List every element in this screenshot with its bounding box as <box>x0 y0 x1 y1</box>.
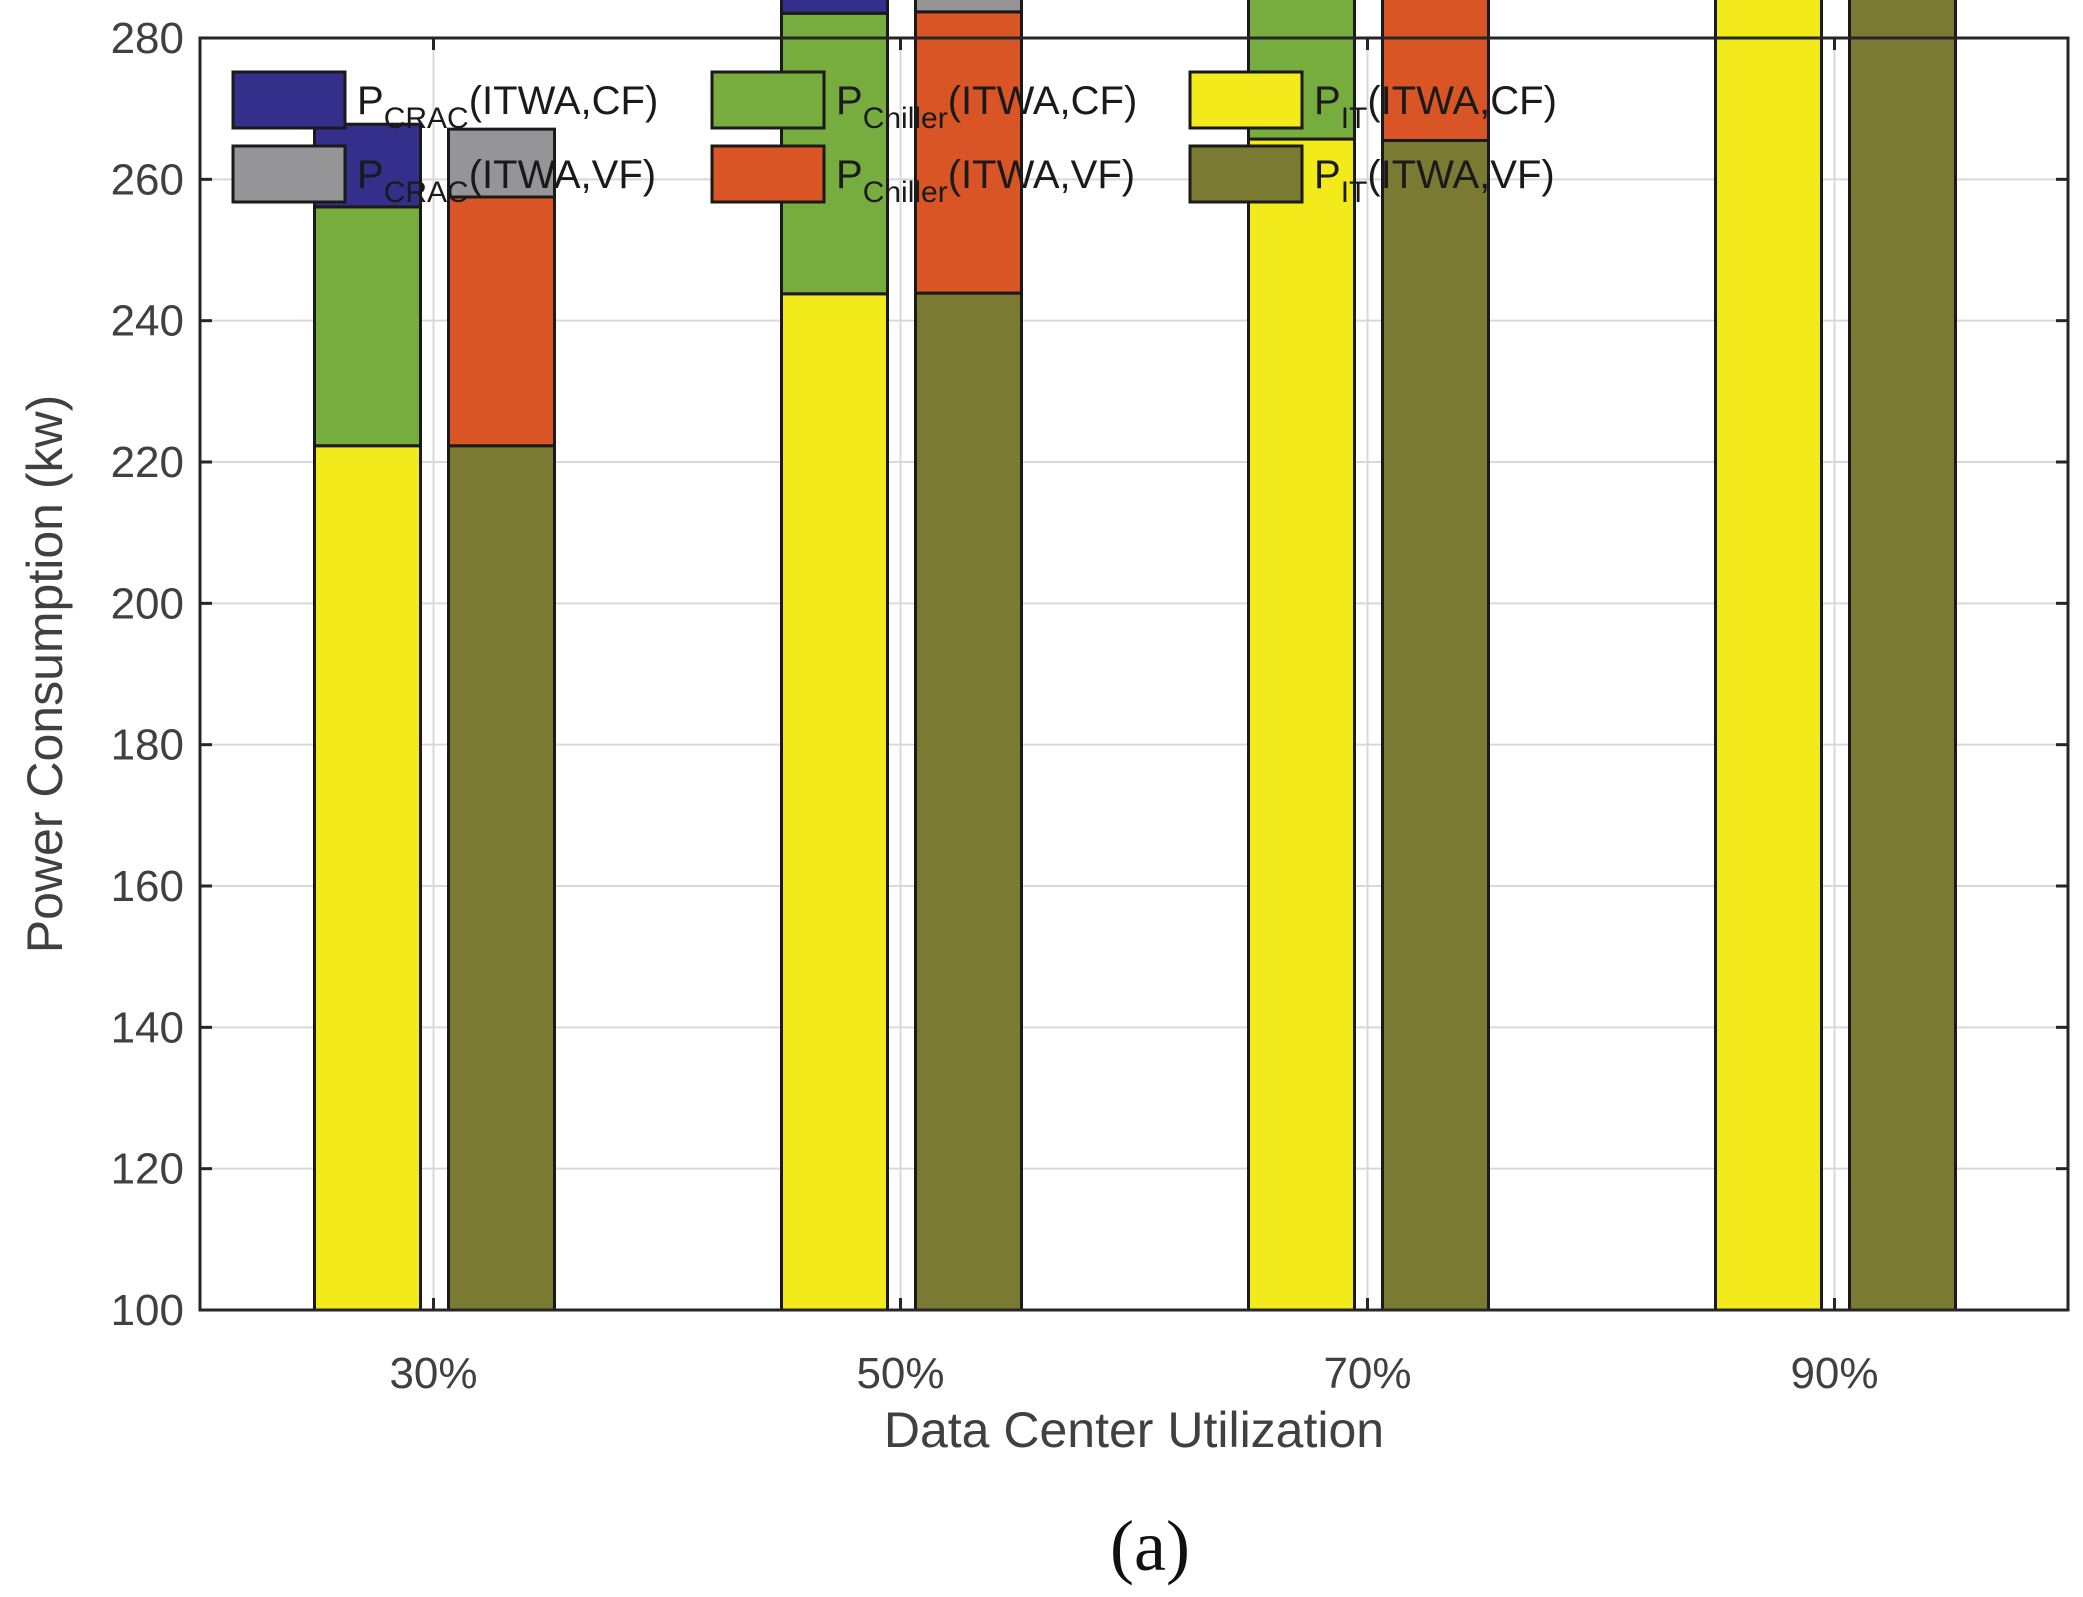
y-axis-title: Power Consumption (kw) <box>17 395 73 954</box>
legend-label: PCRAC(ITWA,VF) <box>357 153 656 209</box>
x-axis-title: Data Center Utilization <box>884 1402 1384 1458</box>
y-tick-label: 220 <box>111 438 184 487</box>
panel-label: (a) <box>1110 1506 1190 1586</box>
bar-segment <box>780 292 889 1312</box>
legend: PCRAC(ITWA,CF) PChiller(ITWA,CF) PIT(ITWA,… <box>231 70 1557 209</box>
bar-segment <box>447 195 556 448</box>
bar-segment <box>780 0 889 15</box>
y-tick-label: 200 <box>111 579 184 628</box>
y-tick-label: 180 <box>111 721 184 770</box>
legend-label: PChiller(ITWA,CF) <box>836 79 1137 135</box>
legend-swatch <box>231 70 347 130</box>
bar-segment <box>914 10 1023 295</box>
legend-swatch <box>231 144 347 204</box>
y-tick-label: 160 <box>111 862 184 911</box>
bar-segment <box>313 444 422 1312</box>
y-tick-label: 140 <box>111 1003 184 1052</box>
bars <box>313 0 1957 1312</box>
y-tick-label: 120 <box>111 1145 184 1194</box>
y-tick-label: 260 <box>111 155 184 204</box>
bar-segment <box>1714 0 1823 1312</box>
legend-swatch <box>1188 70 1304 130</box>
legend-label: PIT(ITWA,CF) <box>1314 79 1557 135</box>
plot-frame <box>198 36 2070 1312</box>
legend-label: PCRAC(ITWA,CF) <box>357 79 658 135</box>
y-tick-label: 100 <box>111 1286 184 1335</box>
bar-segment <box>313 205 422 448</box>
legend-label: PIT(ITWA,VF) <box>1314 153 1555 209</box>
bar-segment <box>447 127 556 199</box>
x-tick-label: 70% <box>1323 1349 1411 1398</box>
bar-segment <box>1247 137 1356 1312</box>
axis-ticks: 100 120 140 160 180 200 220 240 260 280 30% 50% 70% 9… <box>111 14 2068 1398</box>
legend-swatch <box>1188 144 1304 204</box>
legend-swatch <box>710 70 826 130</box>
legend-label: PChiller(ITWA,VF) <box>836 153 1135 209</box>
legend-swatch <box>710 144 826 204</box>
x-tick-label: 30% <box>389 1349 477 1398</box>
bar-segment <box>447 444 556 1312</box>
x-tick-label: 50% <box>856 1349 944 1398</box>
y-tick-label: 240 <box>111 297 184 346</box>
y-tick-label: 280 <box>111 14 184 63</box>
x-tick-label: 90% <box>1790 1349 1878 1398</box>
bar-segment <box>914 291 1023 1312</box>
bar-segment <box>1381 0 1490 142</box>
bar-segment <box>914 0 1023 14</box>
bar-segment <box>1848 0 1957 1312</box>
bar-segment <box>1381 138 1490 1312</box>
